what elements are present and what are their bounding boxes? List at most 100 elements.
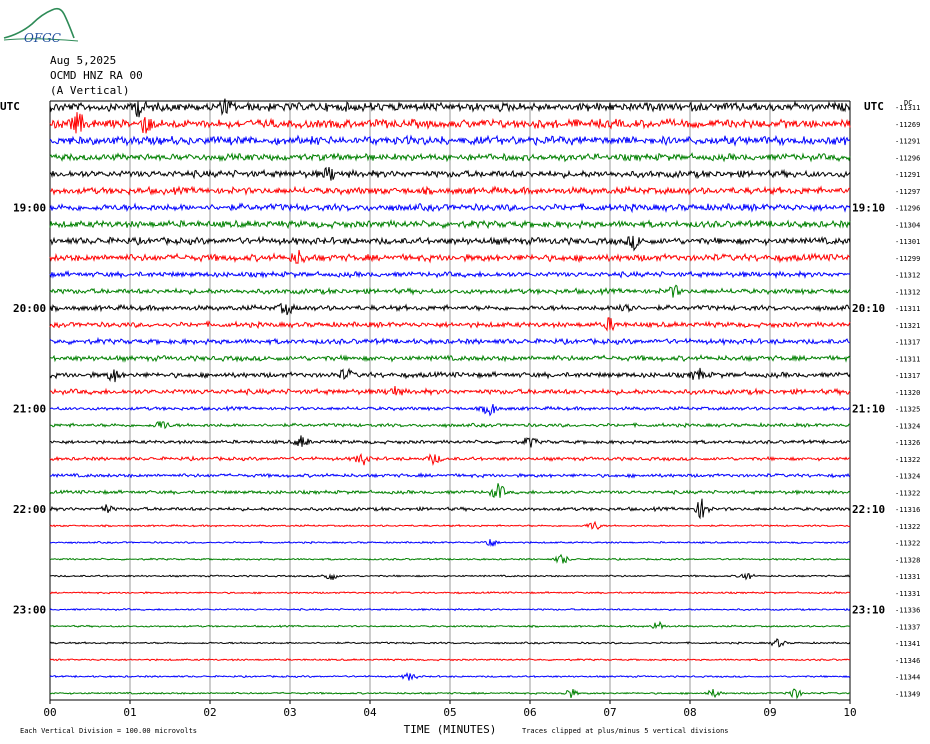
trace-row-8 (49, 235, 851, 252)
dc-offset-label: -11269 (895, 121, 920, 129)
dc-offset-label: -11311 (895, 104, 920, 112)
dc-offset-label: -11312 (895, 288, 920, 296)
right-time-label: 20:10 (852, 302, 885, 315)
dc-offset-label: -11291 (895, 138, 920, 146)
trace-row-0 (49, 98, 851, 118)
header-date: Aug 5,2025 (50, 54, 117, 67)
trace-row-3 (49, 152, 851, 163)
left-axis-unit-label: UTC (0, 100, 20, 113)
trace-row-26 (49, 539, 851, 547)
dc-offset-label: -11324 (895, 473, 920, 481)
trace-row-30 (49, 607, 851, 612)
x-tick-label: 09 (763, 706, 776, 719)
dc-offset-label: -11346 (895, 657, 920, 665)
trace-row-21 (49, 452, 851, 467)
dc-offset-label: -11316 (895, 506, 920, 514)
left-time-label: 20:00 (13, 302, 46, 315)
trace-row-12 (49, 302, 851, 316)
trace-row-19 (49, 421, 851, 430)
x-tick-label: 06 (523, 706, 536, 719)
x-tick-label: 07 (603, 706, 616, 719)
dc-unit-label: DC (904, 99, 912, 107)
dc-offset-label: -11324 (895, 422, 920, 430)
left-time-label: 19:00 (13, 202, 46, 215)
dc-offset-label: -11291 (895, 171, 920, 179)
trace-row-22 (49, 472, 851, 479)
trace-row-33 (49, 658, 850, 662)
dc-offset-label: -11317 (895, 339, 920, 347)
dc-offset-label: -11344 (895, 674, 920, 682)
ofgc-logo: OFGC (2, 4, 82, 50)
dc-offset-label: -11326 (895, 439, 920, 447)
dc-offset-label: -11297 (895, 188, 920, 196)
dc-offset-label: -11337 (895, 623, 920, 631)
header-channel: OCMD HNZ RA 00 (50, 69, 143, 82)
x-tick-label: 01 (123, 706, 136, 719)
trace-row-5 (49, 185, 851, 196)
trace-row-17 (49, 386, 851, 397)
dc-offset-label: -11311 (895, 305, 920, 313)
right-time-label: 23:10 (852, 604, 885, 617)
dc-offset-label: -11321 (895, 322, 920, 330)
header-component: (A Vertical) (50, 84, 130, 97)
trace-row-24 (49, 498, 851, 520)
x-tick-label: 00 (43, 706, 56, 719)
right-time-label: 21:10 (852, 403, 885, 416)
trace-row-14 (49, 336, 851, 347)
dc-offset-label: -11312 (895, 272, 920, 280)
trace-row-35 (49, 688, 851, 700)
trace-row-29 (49, 591, 851, 595)
dc-offset-label: -11322 (895, 489, 920, 497)
trace-row-31 (49, 620, 851, 630)
dc-offset-label: -11331 (895, 590, 920, 598)
trace-row-25 (49, 520, 851, 530)
dc-offset-label: -11304 (895, 221, 920, 229)
dc-offset-label: -11322 (895, 456, 920, 464)
x-tick-label: 02 (203, 706, 216, 719)
right-time-label: 22:10 (852, 503, 885, 516)
footer-right-note: Traces clipped at plus/minus 5 vertical … (522, 727, 729, 735)
trace-row-11 (49, 284, 851, 298)
trace-row-9 (49, 249, 851, 264)
right-axis-unit-label: UTC (864, 100, 884, 113)
trace-row-15 (49, 354, 851, 363)
left-time-label: 22:00 (13, 503, 46, 516)
trace-row-28 (49, 572, 851, 581)
dc-offset-label: -11328 (895, 556, 920, 564)
dc-offset-label: -11341 (895, 640, 920, 648)
dc-offset-label: -11299 (895, 255, 920, 263)
trace-row-20 (49, 435, 851, 448)
dc-offset-label: -11349 (895, 690, 920, 698)
trace-row-4 (49, 166, 851, 181)
dc-offset-label: -11296 (895, 205, 920, 213)
x-tick-label: 08 (683, 706, 696, 719)
trace-row-1 (49, 112, 851, 134)
trace-row-16 (49, 367, 851, 383)
x-axis-label: TIME (MINUTES) (404, 723, 497, 736)
dc-offset-label: -11320 (895, 389, 920, 397)
left-time-label: 23:00 (13, 604, 46, 617)
x-tick-label: 03 (283, 706, 296, 719)
right-time-label: 19:10 (852, 202, 885, 215)
dc-offset-label: -11322 (895, 540, 920, 548)
dc-offset-label: -11301 (895, 238, 920, 246)
trace-row-7 (49, 219, 851, 230)
logo-text: OFGC (24, 31, 61, 45)
trace-row-34 (49, 671, 851, 681)
x-tick-label: 10 (843, 706, 856, 719)
dc-offset-label: -11331 (895, 573, 920, 581)
dc-offset-label: -11296 (895, 154, 920, 162)
dc-offset-label: -11317 (895, 372, 920, 380)
left-time-label: 21:00 (13, 403, 46, 416)
trace-row-6 (49, 202, 851, 214)
x-tick-label: 04 (363, 706, 377, 719)
trace-row-32 (49, 638, 851, 648)
x-tick-label: 05 (443, 706, 456, 719)
trace-row-23 (49, 483, 851, 498)
trace-row-2 (49, 134, 851, 147)
dc-offset-label: -11322 (895, 523, 920, 531)
trace-row-18 (49, 403, 851, 417)
trace-row-27 (49, 553, 851, 564)
dc-offset-label: -11325 (895, 406, 920, 414)
